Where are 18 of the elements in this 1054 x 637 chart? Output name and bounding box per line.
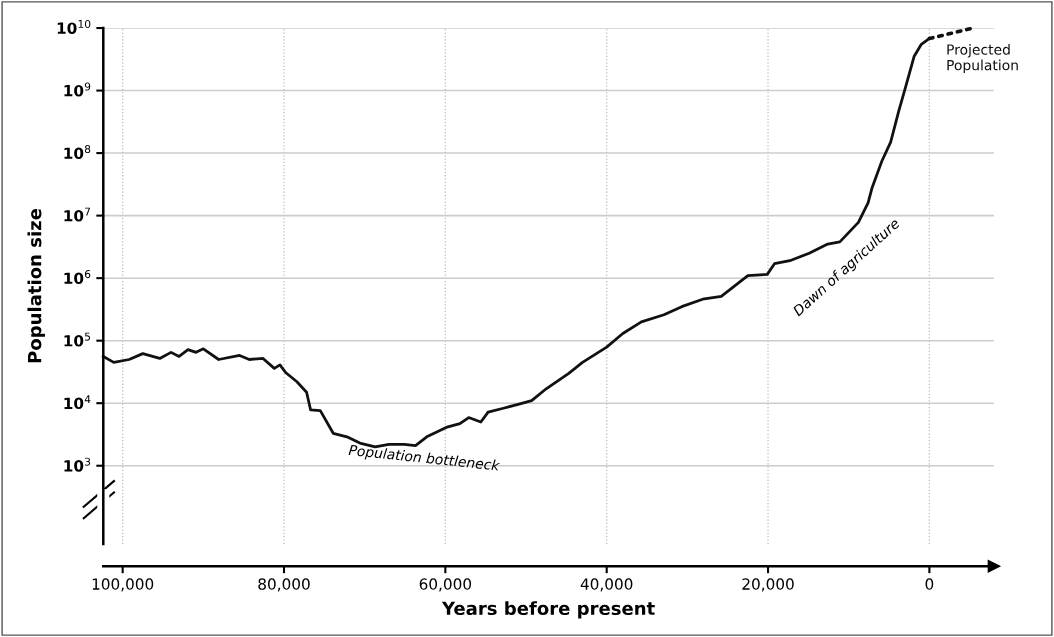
series-label: Projected Population [947,44,1018,74]
x-tick-label: 80,000 [258,578,310,592]
x-axis-title: Years before present [441,601,655,619]
y-tick-label: 10$^{7}$ [64,207,91,222]
y-tick-label: 10$^{4}$ [64,395,91,410]
x-tick-label: 20,000 [742,578,794,592]
annotation: Population bottleneck [348,444,501,474]
x-tick-label: 40,000 [580,578,633,592]
y-tick-label: 10$^{8}$ [64,144,91,159]
y-tick-label: 10$^{3}$ [64,457,91,472]
y-tick-label: 10$^{10}$ [57,19,91,34]
x-tick-label: 100,000 [92,578,154,592]
x-tick-label: 60,000 [419,578,472,592]
x-tick-label: 0 [925,578,934,590]
y-tick-label: 10$^{9}$ [64,82,91,97]
y-axis-title: Population size [27,208,45,363]
y-tick-label: 10$^{6}$ [64,270,91,285]
y-tick-label: 10$^{5}$ [64,332,91,347]
